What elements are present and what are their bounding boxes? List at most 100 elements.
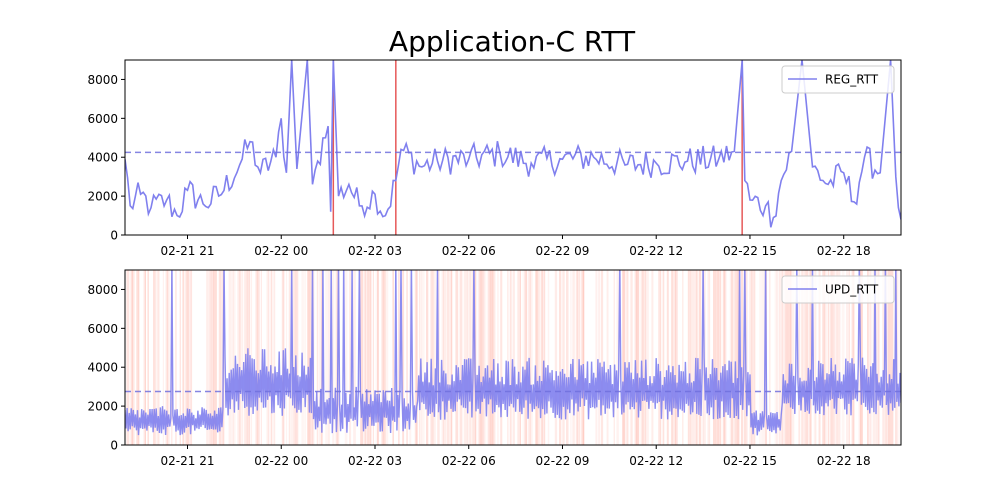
shade-band xyxy=(762,270,765,445)
shade-band xyxy=(484,270,487,445)
shade-band xyxy=(288,270,290,445)
shade-band xyxy=(791,270,795,445)
shade-band xyxy=(676,270,678,445)
shade-band xyxy=(491,270,494,445)
shade-band xyxy=(519,270,521,445)
shade-band xyxy=(734,270,736,445)
y-tick-label: 4000 xyxy=(87,151,118,165)
shade-band xyxy=(214,270,217,445)
shade-band xyxy=(659,270,662,445)
shade-band xyxy=(162,270,164,445)
shade-band xyxy=(722,270,726,445)
y-tick-label: 6000 xyxy=(87,112,118,126)
shade-band xyxy=(839,270,841,445)
shade-band xyxy=(468,270,471,445)
shade-band xyxy=(701,270,705,445)
shade-band xyxy=(547,270,550,445)
shade-band xyxy=(868,270,871,445)
shade-band xyxy=(801,270,804,445)
shade-band xyxy=(220,270,222,445)
shade-band xyxy=(442,270,445,445)
shade-band xyxy=(707,270,710,445)
shade-band xyxy=(353,270,356,445)
shade-band xyxy=(774,270,777,445)
shade-band xyxy=(626,270,629,445)
shade-band xyxy=(153,270,156,445)
shade-band xyxy=(622,270,625,445)
shade-band xyxy=(248,270,251,445)
shade-band xyxy=(749,270,751,445)
x-tick-label: 02-22 15 xyxy=(723,454,777,468)
bottom-panel: 0 2000 4000 6000 8000 02-21 21 02-22 00 02-22 … xyxy=(87,269,902,468)
shade-band xyxy=(647,270,649,445)
shade-band xyxy=(470,270,474,445)
shade-band xyxy=(598,270,601,445)
x-tick-label: 02-22 15 xyxy=(723,244,777,258)
shade-band xyxy=(699,270,702,445)
x-tick-label: 02-22 03 xyxy=(348,244,402,258)
shade-band xyxy=(846,270,849,445)
shade-band xyxy=(890,270,893,445)
shade-band xyxy=(382,270,386,445)
shade-band xyxy=(713,270,716,445)
shade-band xyxy=(258,270,260,445)
shade-band xyxy=(210,270,213,445)
top-panel: 0 2000 4000 6000 8000 02-21 21 02-22 00 02-22 … xyxy=(87,59,902,258)
shade-band xyxy=(511,270,513,445)
shade-band xyxy=(776,270,779,445)
shade-band xyxy=(570,270,572,445)
x-tick-label: 02-22 09 xyxy=(535,454,589,468)
shade-band xyxy=(524,270,527,445)
shade-band xyxy=(416,270,418,445)
shade-band xyxy=(307,270,310,445)
shade-band xyxy=(531,270,533,445)
shade-band xyxy=(260,270,262,445)
shade-band xyxy=(493,270,496,445)
bottom-x-axis: 02-21 21 02-22 00 02-22 03 02-22 06 02-22 09… xyxy=(161,445,871,468)
top-legend-label: REG_RTT xyxy=(825,73,879,87)
shade-band xyxy=(364,270,367,445)
shade-band xyxy=(238,270,241,445)
shade-band xyxy=(218,270,221,445)
bottom-legend: UPD_RTT xyxy=(781,275,895,304)
shade-band xyxy=(815,270,817,445)
shade-band xyxy=(780,270,783,445)
shade-band xyxy=(876,270,879,445)
shade-band xyxy=(328,270,330,445)
shade-band xyxy=(489,270,492,445)
shade-band xyxy=(447,270,450,445)
shade-band xyxy=(724,270,727,445)
shade-band xyxy=(889,270,892,445)
shade-band xyxy=(672,270,674,445)
shade-band xyxy=(319,270,322,445)
shade-band xyxy=(237,270,238,445)
shade-band xyxy=(528,270,532,445)
shade-band xyxy=(853,270,855,445)
top-y-axis: 0 2000 4000 6000 8000 xyxy=(87,73,125,243)
shade-band xyxy=(529,270,532,445)
x-tick-label: 02-22 09 xyxy=(535,244,589,258)
bottom-y-axis: 0 2000 4000 6000 8000 xyxy=(87,283,125,453)
x-tick-label: 02-22 18 xyxy=(817,454,871,468)
shade-band xyxy=(827,270,829,445)
shade-band xyxy=(385,270,389,445)
shade-band xyxy=(444,270,447,445)
shade-band xyxy=(644,270,647,445)
shade-band xyxy=(542,270,544,445)
shade-band xyxy=(368,270,371,445)
shade-band xyxy=(595,270,598,445)
shade-band xyxy=(375,270,378,445)
x-tick-label: 02-21 21 xyxy=(161,454,215,468)
shade-band xyxy=(561,270,565,445)
shade-band xyxy=(577,270,579,445)
shade-band xyxy=(813,270,817,445)
shade-band xyxy=(370,270,372,445)
shade-band xyxy=(132,270,135,445)
shade-band xyxy=(295,270,299,445)
top-axes-frame xyxy=(124,59,902,236)
shade-band xyxy=(559,270,562,445)
shade-band xyxy=(671,270,674,445)
shade-band xyxy=(658,270,660,445)
x-tick-label: 02-22 00 xyxy=(254,244,308,258)
shade-band xyxy=(270,270,273,445)
